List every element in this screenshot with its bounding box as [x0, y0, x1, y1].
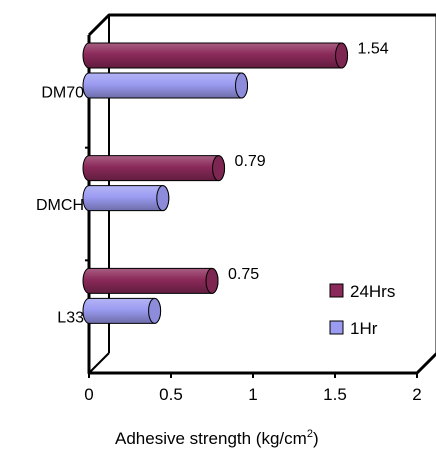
- bar-end-cap: [205, 267, 219, 294]
- bar-body: [82, 185, 170, 212]
- bar-end-cap: [235, 72, 249, 99]
- x-tick-label: 2: [412, 385, 421, 404]
- data-label-dmch: 0.79: [235, 153, 266, 170]
- bar-end-cap: [156, 185, 170, 212]
- x-axis-ticks: 0 0.5 1 1.5 2: [84, 373, 422, 404]
- bar-body: [82, 72, 249, 99]
- legend-label-1hr: 1Hr: [350, 319, 378, 338]
- axis-floor-edge: [88, 352, 110, 374]
- x-axis-title: Adhesive strength (kg/cm2): [115, 428, 319, 448]
- data-labels: 1.54 0.79 0.75: [228, 41, 389, 283]
- data-label-l33: 0.75: [228, 266, 259, 283]
- bar-end-cap: [148, 297, 162, 324]
- bar-body: [82, 42, 349, 69]
- category-labels: DM70 DMCH L33: [36, 84, 84, 326]
- bar-dmch-1hr: [82, 185, 170, 212]
- bar-l33-1hr: [82, 297, 162, 324]
- bar-dm70-1hr: [82, 72, 249, 99]
- category-label-dm70: DM70: [41, 84, 84, 101]
- legend-swatch-1hr: [329, 320, 344, 335]
- chart-bars: [82, 42, 349, 324]
- bar-body: [82, 155, 226, 182]
- bar-l33-24hrs: [82, 267, 219, 294]
- bar-dmch-24hrs: [82, 155, 226, 182]
- bar-body: [82, 267, 219, 294]
- x-tick-label: 0.5: [159, 385, 183, 404]
- x-tick-label: 1.5: [323, 385, 347, 404]
- axis-back-frame: [87, 13, 436, 375]
- category-label-dmch: DMCH: [36, 197, 84, 214]
- bar-dm70-24hrs: [82, 42, 349, 69]
- x-tick-label: 0: [84, 385, 93, 404]
- bar-end-cap: [335, 42, 349, 69]
- legend-label-24hrs: 24Hrs: [350, 282, 395, 301]
- category-label-l33: L33: [57, 310, 84, 327]
- x-tick-label: 1: [248, 385, 257, 404]
- legend-swatch-24hrs: [329, 283, 344, 298]
- bar-end-cap: [212, 155, 226, 182]
- data-label-dm70: 1.54: [358, 41, 389, 58]
- legend: 24Hrs 1Hr: [329, 282, 395, 338]
